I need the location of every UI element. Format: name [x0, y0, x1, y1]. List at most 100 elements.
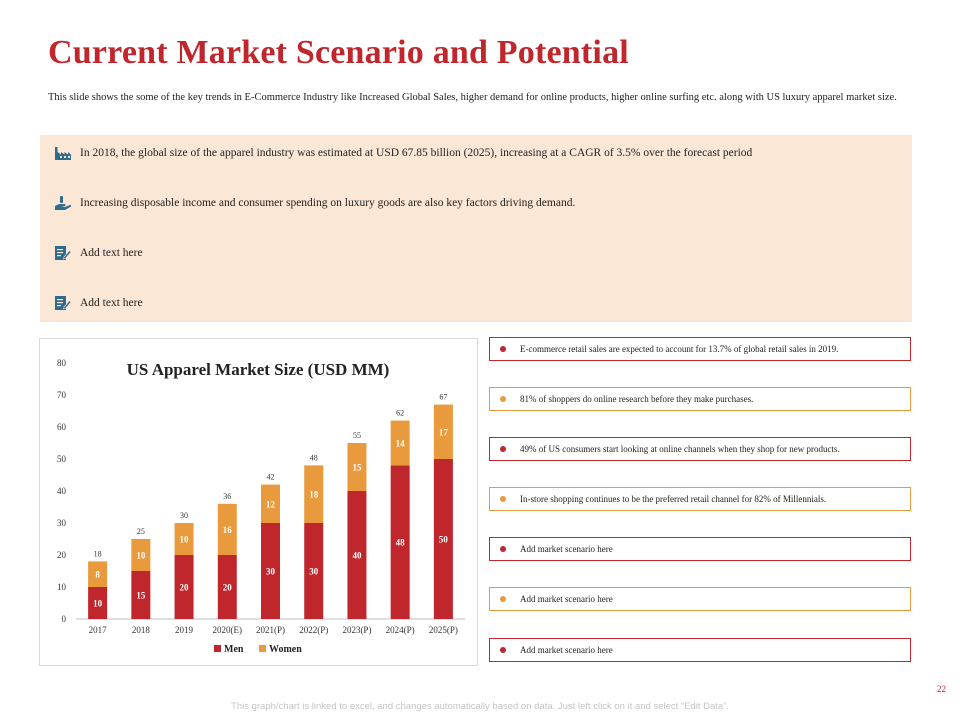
bar-total-label: 36	[223, 492, 231, 501]
bar-women	[131, 539, 151, 571]
y-tick-label: 10	[57, 582, 67, 592]
bar-label-men: 10	[93, 599, 103, 609]
bar-women	[390, 420, 410, 466]
bar-women	[261, 484, 280, 523]
scenario-item: Add market scenario here	[489, 537, 911, 561]
scenario-item: In-store shopping continues to be the pr…	[489, 487, 911, 511]
trends-panel: In 2018, the global size of the apparel …	[40, 135, 912, 322]
bar-label-men: 20	[223, 583, 233, 593]
slide-subtitle: This slide shows the some of the key tre…	[48, 92, 897, 103]
bar-men	[390, 465, 410, 619]
bar-men	[88, 587, 108, 619]
hand-money-icon	[55, 196, 72, 210]
page-number: 22	[937, 684, 946, 694]
scenario-text: Add market scenario here	[520, 544, 613, 554]
y-tick-label: 50	[57, 454, 67, 464]
trend-item: Increasing disposable income and consume…	[54, 193, 575, 213]
y-tick-label: 20	[57, 550, 67, 560]
bar-women	[174, 523, 194, 555]
bar-women	[433, 404, 453, 459]
edit-document-icon	[55, 246, 72, 260]
bar-women	[217, 503, 237, 555]
scenario-item: E-commerce retail sales are expected to …	[489, 337, 911, 361]
bullet-icon	[500, 446, 506, 452]
scenario-item: 49% of US consumers start looking at onl…	[489, 437, 911, 461]
bullet-icon	[500, 396, 506, 402]
bullet-icon	[500, 596, 506, 602]
bar-label-men: 50	[439, 535, 449, 545]
bar-label-women: 15	[352, 463, 362, 473]
bar-men	[304, 523, 324, 619]
scenario-item: Add market scenario here	[489, 638, 911, 662]
edit-document-icon	[55, 296, 72, 310]
y-tick-label: 0	[62, 614, 67, 624]
bar-label-men: 15	[136, 591, 146, 601]
y-tick-label: 70	[57, 390, 67, 400]
x-tick-label: 2020(E)	[213, 625, 243, 635]
legend-swatch-men	[214, 645, 221, 652]
scenario-text: Add market scenario here	[520, 645, 613, 655]
bar-label-women: 14	[396, 439, 406, 449]
bullet-icon	[500, 546, 506, 552]
footer-note: This graph/chart is linked to excel, and…	[231, 701, 729, 712]
bar-label-women: 18	[309, 490, 319, 500]
bar-label-women: 10	[180, 535, 190, 545]
x-tick-label: 2017	[89, 625, 108, 635]
scenario-text: E-commerce retail sales are expected to …	[520, 344, 839, 354]
bar-total-label: 55	[353, 431, 361, 440]
bar-women	[304, 465, 324, 523]
bar-total-label: 62	[396, 409, 404, 418]
x-tick-label: 2019	[175, 625, 194, 635]
trend-item: Add text here	[54, 293, 143, 313]
y-tick-label: 30	[57, 518, 67, 528]
trend-text: Add text here	[80, 247, 143, 259]
bar-total-label: 25	[137, 527, 145, 536]
bar-label-men: 48	[396, 538, 406, 548]
bar-men	[347, 491, 367, 619]
bar-men	[433, 459, 453, 619]
bar-label-men: 30	[266, 567, 276, 577]
x-tick-label: 2021(P)	[256, 625, 285, 635]
bar-label-men: 40	[352, 551, 362, 561]
apparel-market-chart: US Apparel Market Size (USD MM) 0 10 20 30 40…	[39, 338, 478, 666]
chart-title: US Apparel Market Size (USD MM)	[127, 360, 390, 379]
bar-total-label: 30	[180, 511, 188, 520]
scenario-text: In-store shopping continues to be the pr…	[520, 494, 827, 504]
scenario-text: Add market scenario here	[520, 594, 613, 604]
legend-label-women: Women	[269, 644, 302, 655]
x-tick-label: 2025(P)	[429, 625, 458, 635]
scenario-text: 49% of US consumers start looking at onl…	[520, 444, 840, 454]
trend-item: Add text here	[54, 243, 143, 263]
slide-title: Current Market Scenario and Potential	[48, 34, 629, 71]
scenario-text: 81% of shoppers do online research befor…	[520, 394, 754, 404]
bullet-icon	[500, 346, 506, 352]
bar-label-women: 10	[136, 551, 146, 561]
bar-women	[347, 443, 367, 491]
bullet-icon	[500, 647, 506, 653]
factory-icon	[55, 147, 71, 160]
trend-text: Add text here	[80, 297, 143, 309]
x-tick-label: 2022(P)	[299, 625, 328, 635]
bar-men	[131, 571, 151, 619]
bar-total-label: 48	[310, 453, 318, 462]
y-tick-label: 40	[57, 486, 67, 496]
legend-swatch-women	[259, 645, 266, 652]
chart-canvas: US Apparel Market Size (USD MM) 0 10 20 30 40…	[57, 358, 465, 655]
trend-item: In 2018, the global size of the apparel …	[54, 143, 752, 163]
bar-total-label: 18	[94, 549, 102, 558]
bar-men	[217, 555, 237, 619]
bar-men	[261, 523, 280, 619]
x-tick-label: 2024(P)	[386, 625, 415, 635]
bar-men	[174, 555, 194, 619]
bar-label-men: 30	[309, 567, 319, 577]
trend-text: Increasing disposable income and consume…	[80, 197, 576, 209]
bar-label-women: 8	[95, 570, 100, 580]
bar-label-women: 17	[439, 427, 449, 437]
bar-total-label: 42	[267, 473, 275, 482]
bar-label-women: 12	[266, 499, 276, 509]
y-tick-label: 80	[57, 358, 67, 368]
legend-label-men: Men	[224, 644, 244, 655]
bar-women	[88, 561, 108, 587]
trend-text: In 2018, the global size of the apparel …	[80, 147, 753, 159]
bar-label-women: 16	[223, 525, 233, 535]
